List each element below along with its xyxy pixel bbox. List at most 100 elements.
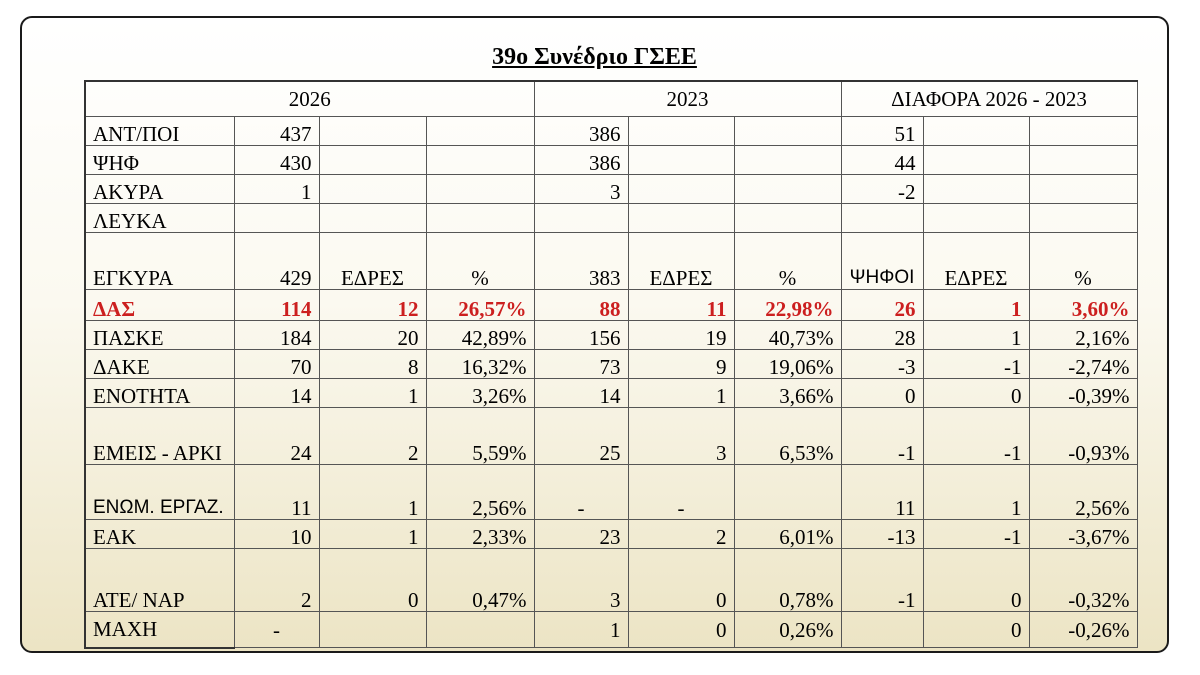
- party-name: ΔΑΣ: [84, 289, 235, 321]
- pct-2023: 6,01%: [733, 519, 842, 549]
- pct-diff: -0,39%: [1028, 378, 1138, 408]
- seats-2026: 2: [318, 407, 427, 465]
- votes-2023: 88: [533, 289, 629, 321]
- party-row: ΔΑΣ 114 12 26,57% 88 11 22,98% 26 1 3,60…: [84, 289, 1138, 321]
- valid-votes-row: ΕΓΚΥΡΑ 429 ΕΔΡΕΣ % 383 ΕΔΡΕΣ % ΨΗΦΟΙ ΕΔΡ…: [84, 232, 1138, 290]
- votes-2026: 114: [233, 289, 320, 321]
- seats-2026: 12: [318, 289, 427, 321]
- seats-2023: -: [627, 464, 735, 520]
- seats-2026: 1: [318, 519, 427, 549]
- votes-2026: 24: [233, 407, 320, 465]
- party-row: ΕΝΟΤΗΤΑ 14 1 3,26% 14 1 3,66% 0 0 -0,39%: [84, 378, 1138, 408]
- votes-2023: 14: [533, 378, 629, 408]
- party-name: ΕΝΟΤΗΤΑ: [84, 378, 235, 408]
- votes-diff: 26: [840, 289, 924, 321]
- seats-2026: [318, 611, 427, 648]
- party-row: ΕΑΚ 10 1 2,33% 23 2 6,01% -13 -1 -3,67%: [84, 519, 1138, 549]
- seats-2023: 3: [627, 407, 735, 465]
- seats-diff: 0: [922, 548, 1030, 612]
- pct-diff: -0,26%: [1028, 611, 1138, 648]
- pct-diff: -2,74%: [1028, 349, 1138, 379]
- votes-diff-header: ΨΗΦΟΙ: [840, 232, 924, 290]
- party-row: ΑΤΕ/ ΝΑΡ 2 0 0,47% 3 0 0,78% -1 0 -0,32%: [84, 548, 1138, 612]
- value-diff: [840, 203, 924, 233]
- results-frame: 39ο Συνέδριο ΓΣΕΕ 2026 2023 ΔΙΑΦΟΡΑ 2026…: [20, 16, 1169, 653]
- party-row: ΔΑΚΕ 70 8 16,32% 73 9 19,06% -3 -1 -2,74…: [84, 349, 1138, 379]
- pct-diff-header: %: [1028, 232, 1138, 290]
- seats-diff: -1: [922, 349, 1030, 379]
- summary-row: ΑΚΥΡΑ 1 3 -2: [84, 174, 1138, 204]
- seats-2026: 20: [318, 320, 427, 350]
- votes-2023: 73: [533, 349, 629, 379]
- valid-2026: 429: [233, 232, 320, 290]
- value-2023: 386: [533, 145, 629, 175]
- seats-2023: 2: [627, 519, 735, 549]
- seats-diff: 1: [922, 320, 1030, 350]
- votes-diff: -1: [840, 407, 924, 465]
- party-name: ΕΑΚ: [84, 519, 235, 549]
- seats-diff: 0: [922, 378, 1030, 408]
- pct-2026: 3,26%: [425, 378, 535, 408]
- party-name: ΑΤΕ/ ΝΑΡ: [84, 548, 235, 612]
- row-label: ΛΕΥΚΑ: [84, 203, 235, 233]
- votes-2023: 23: [533, 519, 629, 549]
- votes-diff: 11: [840, 464, 924, 520]
- votes-2023: -: [533, 464, 629, 520]
- pct-diff: 2,16%: [1028, 320, 1138, 350]
- summary-row: ΛΕΥΚΑ: [84, 203, 1138, 233]
- pct-2023: 40,73%: [733, 320, 842, 350]
- pct-2023: 19,06%: [733, 349, 842, 379]
- pct-2026: 2,33%: [425, 519, 535, 549]
- votes-2026: 10: [233, 519, 320, 549]
- value-2026: 437: [233, 116, 320, 146]
- seats-diff: -1: [922, 519, 1030, 549]
- pct-2026: 16,32%: [425, 349, 535, 379]
- valid-2023: 383: [533, 232, 629, 290]
- seats-diff: 1: [922, 289, 1030, 321]
- pct-diff: -3,67%: [1028, 519, 1138, 549]
- pct-header-2026: %: [425, 232, 535, 290]
- seats-diff: -1: [922, 407, 1030, 465]
- votes-2026: 14: [233, 378, 320, 408]
- party-name: ΕΝΩΜ. ΕΡΓΑΖ.: [84, 464, 235, 520]
- votes-diff: -13: [840, 519, 924, 549]
- pct-2023: 6,53%: [733, 407, 842, 465]
- value-2026: [233, 203, 320, 233]
- seats-2026: 1: [318, 464, 427, 520]
- party-name: ΕΜΕΙΣ - ΑΡΚΙ: [84, 407, 235, 465]
- seats-diff: 0: [922, 611, 1030, 648]
- seats-2023: 1: [627, 378, 735, 408]
- seats-2023: 9: [627, 349, 735, 379]
- pct-diff: 2,56%: [1028, 464, 1138, 520]
- seats-2026: 1: [318, 378, 427, 408]
- pct-2026: [425, 611, 535, 648]
- party-name: ΜΑΧΗ: [84, 611, 235, 649]
- value-2026: 430: [233, 145, 320, 175]
- results-table: 2026 2023 ΔΙΑΦΟΡΑ 2026 - 2023 ΑΝΤ/ΠΟΙ 43…: [84, 80, 1138, 649]
- page-title: 39ο Συνέδριο ΓΣΕΕ: [492, 44, 697, 70]
- value-diff: -2: [840, 174, 924, 204]
- pct-header-2023: %: [733, 232, 842, 290]
- pct-2023: 0,78%: [733, 548, 842, 612]
- seats-2023: 11: [627, 289, 735, 321]
- seats-2023: 0: [627, 548, 735, 612]
- row-label: ΕΓΚΥΡΑ: [84, 232, 235, 290]
- party-row: ΕΝΩΜ. ΕΡΓΑΖ. 11 1 2,56% - - 11 1 2,56%: [84, 464, 1138, 520]
- seats-2023: 0: [627, 611, 735, 648]
- value-diff: 51: [840, 116, 924, 146]
- pct-2026: 42,89%: [425, 320, 535, 350]
- votes-2026: 11: [233, 464, 320, 520]
- votes-2023: 1: [533, 611, 629, 648]
- party-row: ΠΑΣΚΕ 184 20 42,89% 156 19 40,73% 28 1 2…: [84, 320, 1138, 350]
- seats-diff-header: ΕΔΡΕΣ: [922, 232, 1030, 290]
- pct-2023: [733, 464, 842, 520]
- votes-2023: 156: [533, 320, 629, 350]
- votes-diff: [840, 611, 924, 648]
- value-2023: 386: [533, 116, 629, 146]
- row-label: ΑΝΤ/ΠΟΙ: [84, 116, 235, 146]
- row-label: ΨΗΦ: [84, 145, 235, 175]
- party-name: ΠΑΣΚΕ: [84, 320, 235, 350]
- votes-diff: -3: [840, 349, 924, 379]
- seats-2023: 19: [627, 320, 735, 350]
- votes-diff: 0: [840, 378, 924, 408]
